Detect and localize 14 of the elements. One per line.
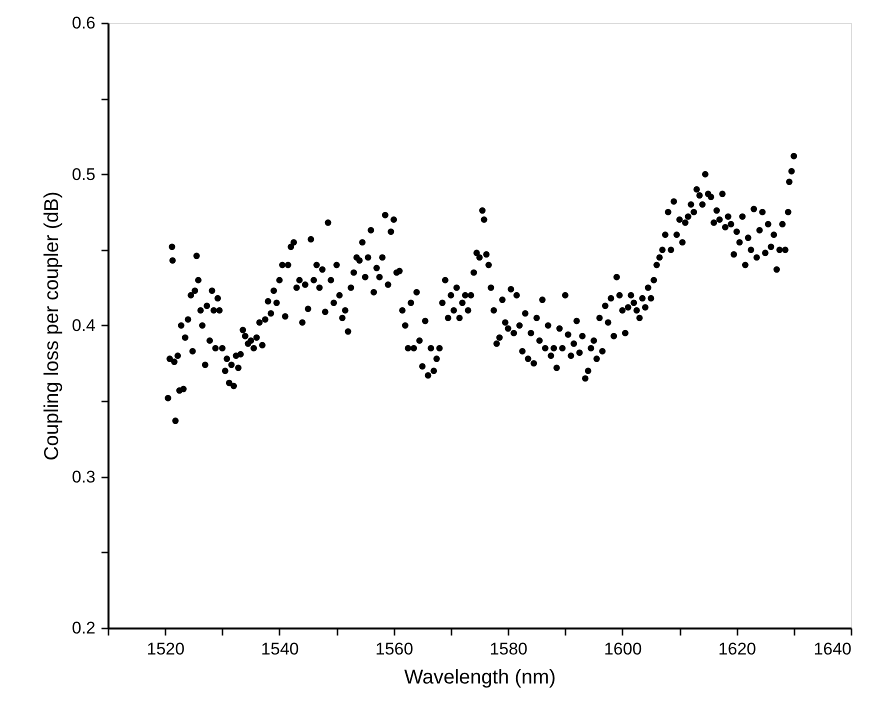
x-tick-label: 1640 bbox=[814, 640, 852, 658]
y-tick-label: 0.5 bbox=[72, 164, 96, 184]
y-tick-label: 0.2 bbox=[72, 618, 96, 638]
x-axis-title: Wavelength (nm) bbox=[404, 666, 556, 688]
x-tick-label: 1520 bbox=[146, 640, 185, 658]
x-tick-label: 1620 bbox=[718, 640, 756, 658]
y-tick-label: 0.4 bbox=[72, 316, 96, 335]
x-tick-label: 1540 bbox=[261, 640, 299, 658]
y-axis-title: Coupling loss per coupler (dB) bbox=[40, 191, 63, 461]
x-tick-label: 1600 bbox=[604, 640, 642, 658]
y-tick-label: 0.3 bbox=[72, 467, 96, 486]
x-tick-label: 1560 bbox=[375, 640, 414, 658]
y-tick-label: 0.6 bbox=[72, 14, 96, 32]
x-tick-label: 1580 bbox=[490, 640, 528, 658]
